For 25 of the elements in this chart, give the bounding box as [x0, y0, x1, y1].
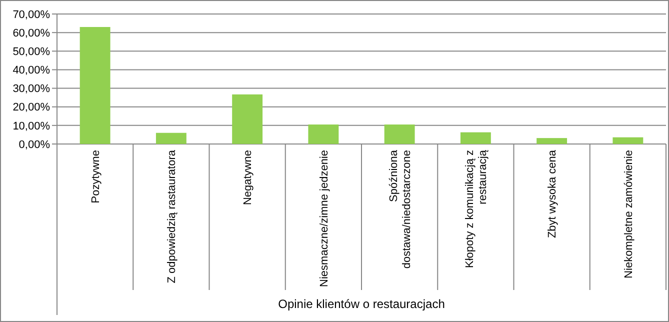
x-tick-label: Niesmaczne/zimne jedzenie — [318, 150, 330, 287]
x-tick-label: Niekompletne zamówienie — [622, 150, 635, 278]
x-tick-label: Z odpowiedzią rastauratora — [166, 149, 178, 284]
y-tick-label: 40,00% — [12, 64, 50, 77]
bar — [156, 132, 186, 144]
bar — [460, 132, 491, 144]
y-tick-label: 0,00% — [18, 138, 50, 151]
bar — [308, 124, 339, 144]
y-tick-label: 30,00% — [12, 83, 50, 96]
x-tick-label: Negatywne — [242, 150, 254, 206]
bar — [232, 94, 263, 144]
y-tick-label: 70,00% — [12, 8, 50, 21]
y-tick-label: 20,00% — [12, 102, 50, 114]
bar — [384, 124, 415, 144]
y-tick-label: 60,00% — [12, 27, 50, 40]
x-axis-title: Opinie klientów o restauracjach — [278, 297, 445, 311]
x-tick-label: Kłopoty z komunikacją z restauracją — [464, 149, 490, 268]
bar — [80, 27, 110, 144]
x-tick-label: Zbyt wysoka cena — [546, 149, 559, 238]
bar — [612, 137, 644, 144]
x-tick-label: Pozytywne — [90, 150, 102, 204]
x-tick-label: Spóźniona dostawa/niedostarczone — [388, 149, 414, 269]
y-tick-label: 10,00% — [12, 120, 50, 132]
y-tick-label: 50,00% — [12, 46, 50, 58]
bar — [536, 138, 568, 144]
